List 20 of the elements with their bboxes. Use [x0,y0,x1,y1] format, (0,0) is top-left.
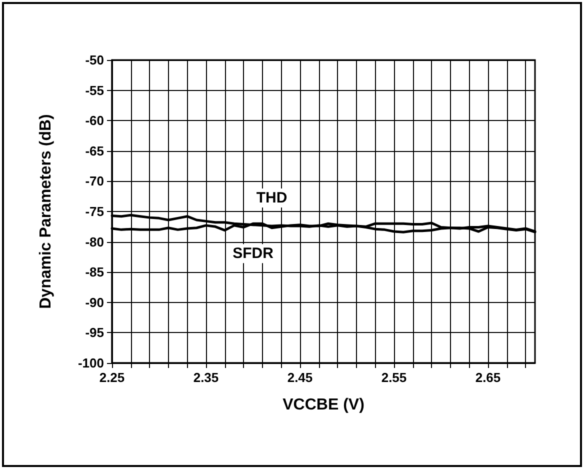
y-tick-label: -90 [85,294,104,310]
y-tick-label: -75 [85,204,104,219]
y-tick-label: -55 [85,82,104,98]
series-label: THD [256,190,288,207]
x-tick-label: 2.65 [475,370,501,385]
y-tick-label: -60 [85,113,104,128]
x-tick-label: 2.35 [193,370,219,385]
y-tick-label: -100 [78,356,104,370]
x-tick-label: 2.25 [99,370,125,385]
x-tick-label: 2.45 [287,370,313,385]
y-tick-label: -85 [85,264,104,280]
y-tick-label: -80 [85,234,104,250]
y-tick-label: -70 [85,174,104,189]
y-tick-label: -95 [85,325,104,340]
y-axis-title: Dynamic Parameters (dB) [38,114,54,309]
x-axis-title: VCCBE (V) [282,396,364,414]
x-tick-label: 2.55 [381,370,407,385]
series-label: SFDR [232,245,274,262]
y-tick-label: -50 [85,52,104,68]
y-tick-label: -65 [85,143,104,158]
